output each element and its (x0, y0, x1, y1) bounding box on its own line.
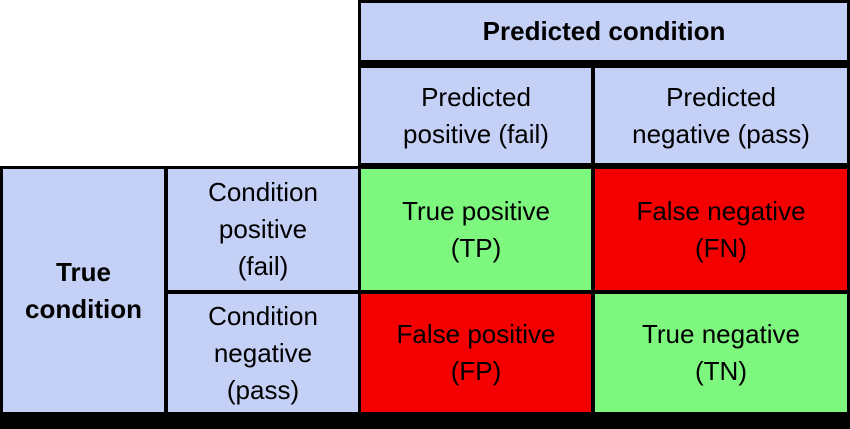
true-negative-line2: (TN) (695, 356, 747, 386)
condition-negative-line2: negative (213, 337, 313, 368)
predicted-negative-header: Predicted negative (pass) (595, 68, 847, 163)
true-condition-header: True condition (3, 169, 164, 412)
true-positive-line1: True positive (402, 195, 550, 226)
condition-negative-header: Condition negative (pass) (168, 294, 358, 412)
condition-positive-line1: Condition (208, 177, 318, 207)
condition-positive-header: Condition positive (fail) (168, 169, 358, 290)
condition-positive-line3: (fail) (237, 251, 289, 281)
predicted-condition-header: Predicted condition (361, 3, 847, 60)
predicted-negative-line1: Predicted (666, 81, 776, 112)
predicted-positive-line1: Predicted (421, 81, 531, 112)
predicted-positive-line2: positive (fail) (403, 118, 549, 149)
false-positive-line2: (FP) (450, 356, 502, 386)
true-positive-line2: (TP) (450, 232, 502, 263)
top-left-blank (0, 0, 358, 166)
predicted-positive-header: Predicted positive (fail) (361, 68, 591, 163)
false-positive-line1: False positive (396, 319, 556, 349)
predicted-negative-line2: negative (pass) (632, 118, 810, 149)
condition-negative-line3: (pass) (226, 374, 300, 405)
predicted-condition-title: Predicted condition (482, 16, 726, 46)
false-negative-line1: False negative (636, 195, 806, 226)
false-negative-cell: False negative (FN) (595, 169, 847, 290)
true-condition-line1: True (56, 256, 111, 287)
true-condition-line2: condition (25, 293, 142, 324)
true-negative-line1: True negative (641, 319, 801, 349)
false-negative-line2: (FN) (695, 232, 747, 263)
false-positive-cell: False positive (FP) (361, 294, 591, 412)
condition-negative-line1: Condition (208, 300, 318, 331)
true-negative-cell: True negative (TN) (595, 294, 847, 412)
true-positive-cell: True positive (TP) (361, 169, 591, 290)
condition-positive-line2: positive (218, 214, 308, 244)
